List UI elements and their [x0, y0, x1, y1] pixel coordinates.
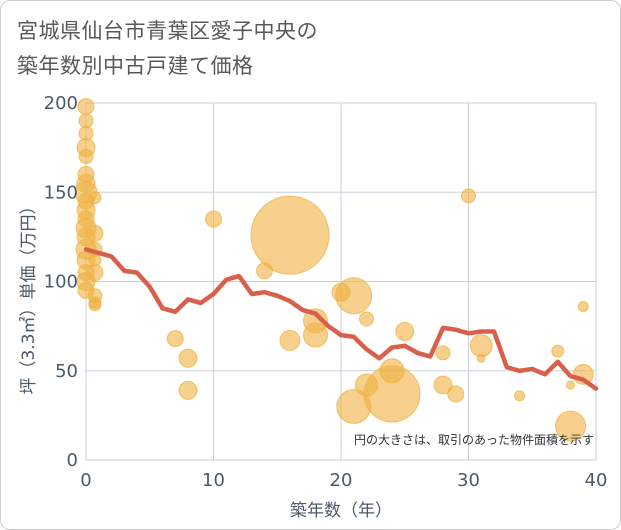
- data-bubble: [78, 113, 94, 129]
- data-bubble: [555, 410, 586, 442]
- data-bubble: [303, 322, 328, 348]
- x-tick-label: 30: [457, 470, 480, 491]
- data-bubble: [205, 210, 222, 228]
- data-bubble: [178, 348, 198, 368]
- data-bubble: [336, 388, 372, 424]
- data-bubble: [447, 385, 465, 403]
- x-axis-label: 築年数（年）: [290, 501, 392, 521]
- chart-title-line-2: 築年数別中古戸建て価格: [17, 54, 254, 78]
- y-tick-label: 200: [44, 93, 78, 114]
- data-bubble: [178, 380, 198, 400]
- data-bubble: [476, 353, 486, 363]
- data-bubble: [256, 262, 273, 280]
- data-bubble: [514, 390, 525, 402]
- data-bubble: [279, 329, 301, 351]
- chart-title: 宮城県仙台市青葉区愛子中央の 築年数別中古戸建て価格: [17, 14, 318, 84]
- data-bubble: [359, 311, 374, 327]
- data-bubble: [433, 375, 453, 395]
- data-bubble: [86, 224, 104, 242]
- data-bubble: [77, 98, 95, 116]
- y-axis-ticks: 0 50 100 150 200: [44, 93, 78, 471]
- data-bubble: [250, 195, 330, 275]
- x-axis-ticks: 0 10 20 30 40: [80, 470, 607, 491]
- data-bubble: [86, 264, 104, 282]
- x-tick-label: 10: [202, 470, 225, 491]
- data-bubble: [78, 149, 94, 165]
- data-bubble: [566, 380, 575, 390]
- data-bubble: [435, 345, 451, 361]
- data-bubble: [551, 344, 565, 358]
- chart-title-line-1: 宮城県仙台市青葉区愛子中央の: [17, 19, 318, 43]
- y-tick-label: 100: [44, 272, 78, 293]
- data-bubble: [77, 210, 95, 228]
- data-bubble: [461, 188, 476, 204]
- average-line-layer: [83, 247, 599, 391]
- data-bubble: [88, 191, 102, 205]
- average-price-line: [83, 247, 599, 391]
- data-bubble: [88, 298, 102, 312]
- data-bubble: [577, 300, 589, 312]
- data-bubble: [355, 373, 378, 397]
- data-bubble: [78, 125, 94, 141]
- data-bubble: [379, 358, 405, 384]
- x-tick-label: 0: [80, 470, 91, 491]
- y-tick-label: 150: [44, 182, 78, 203]
- data-bubble: [469, 334, 493, 358]
- data-bubble: [331, 282, 351, 302]
- data-bubble: [395, 321, 415, 341]
- bubble-layer: [74, 98, 594, 442]
- x-tick-label: 20: [330, 470, 353, 491]
- y-axis-label: 坪（3.3㎡）単価（万円）: [19, 197, 39, 394]
- x-tick-label: 40: [585, 470, 608, 491]
- y-tick-label: 50: [55, 361, 78, 382]
- chart-annotation: 円の大きさは、取引のあった物件面積を示す: [354, 432, 594, 447]
- data-bubble: [77, 165, 95, 183]
- y-tick-label: 0: [67, 450, 78, 471]
- data-bubble: [166, 330, 184, 348]
- data-bubble: [88, 253, 102, 267]
